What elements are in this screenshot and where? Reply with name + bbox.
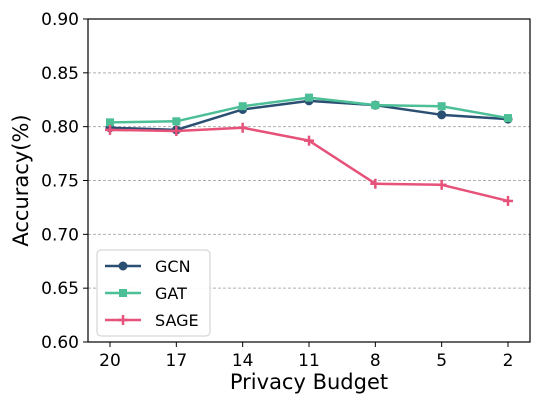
- data-point-sage: [171, 125, 182, 136]
- legend-marker-gat: [119, 289, 127, 297]
- data-point-sage: [304, 135, 314, 146]
- data-point-gat: [172, 117, 181, 126]
- series-gcn: [105, 96, 513, 135]
- legend-item-sage: SAGE: [105, 311, 199, 330]
- x-tick-label: 14: [232, 351, 254, 371]
- y-axis-title: Accuracy(%): [9, 114, 33, 246]
- y-tick-label: 0.80: [41, 118, 79, 138]
- x-tick-label: 11: [298, 351, 320, 371]
- data-point-gat: [238, 102, 247, 111]
- series-sage: [105, 122, 513, 206]
- series-layer: [105, 93, 513, 206]
- x-tick-label: 20: [99, 351, 121, 371]
- y-tick-label: 0.90: [41, 10, 79, 30]
- legend-box: [96, 249, 211, 337]
- legend-item-gcn: GCN: [105, 257, 191, 276]
- x-tick-label: 17: [166, 351, 188, 371]
- data-point-gcn: [437, 110, 447, 120]
- axes: 0.60 0.65 0.70 0.75 0.80 0.85 0.90 20 17 14 11 8 5 2 P…: [9, 10, 531, 394]
- legend-marker-sage: [118, 315, 128, 325]
- y-tick-label: 0.60: [41, 333, 79, 353]
- y-tick-label: 0.75: [41, 172, 79, 192]
- legend: GCN GAT SAGE: [96, 249, 211, 337]
- data-point-sage: [370, 178, 381, 189]
- data-point-sage: [436, 179, 447, 190]
- legend-marker-gcn: [118, 261, 128, 271]
- legend-label-gat: GAT: [155, 284, 187, 303]
- x-tick-label: 5: [436, 351, 447, 371]
- data-point-gat: [437, 102, 446, 111]
- data-point-sage: [105, 124, 115, 135]
- x-axis-title: Privacy Budget: [230, 370, 388, 394]
- grid: [88, 72, 530, 289]
- data-point-sage: [503, 195, 513, 206]
- data-point-gat: [504, 114, 512, 123]
- data-point-gat: [305, 93, 313, 102]
- y-tick-label: 0.65: [41, 279, 79, 299]
- data-point-gat: [371, 101, 380, 110]
- legend-label-gcn: GCN: [155, 257, 191, 276]
- x-tick-label: 2: [503, 351, 514, 371]
- x-tick-label: 8: [370, 351, 381, 371]
- legend-item-gat: GAT: [105, 284, 187, 303]
- y-tick-label: 0.85: [41, 64, 79, 84]
- legend-label-sage: SAGE: [155, 311, 199, 330]
- data-point-gat: [106, 118, 114, 127]
- data-point-sage: [237, 122, 248, 133]
- y-tick-label: 0.70: [41, 225, 79, 245]
- series-gat: [106, 93, 512, 127]
